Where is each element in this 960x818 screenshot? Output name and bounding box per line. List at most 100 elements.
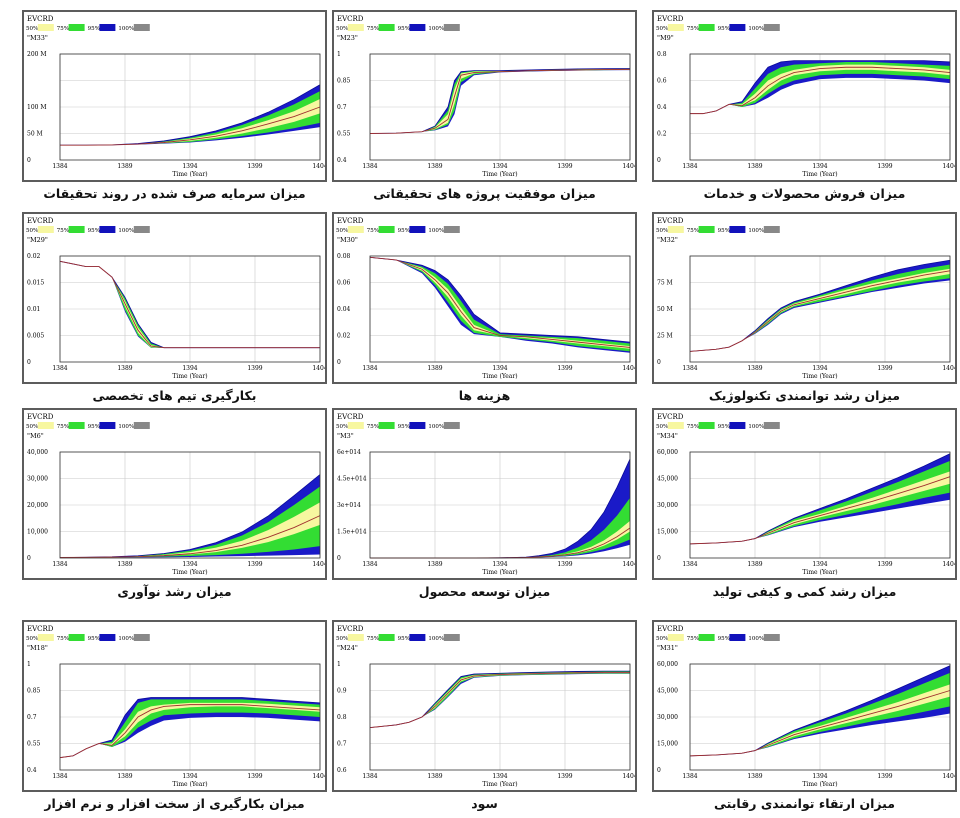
- x-axis-label: Time (Year): [802, 171, 837, 178]
- legend-label: 75%: [687, 26, 699, 32]
- y-tick-label: 0.02: [27, 253, 41, 260]
- band-50: [690, 268, 950, 352]
- y-tick-label: 0.7: [27, 714, 37, 721]
- x-tick-label: 1394: [182, 365, 197, 372]
- x-tick-label: 1394: [812, 773, 827, 780]
- legend-label: 100%: [428, 424, 444, 430]
- legend-header: EVCRD: [337, 625, 364, 633]
- legend-label: 75%: [367, 424, 379, 430]
- x-tick-label: 1394: [182, 163, 197, 170]
- legend-swatch: [729, 634, 746, 641]
- x-tick-label: 1399: [877, 163, 892, 170]
- x-tick-label: 1389: [117, 365, 132, 372]
- x-tick-label: 1399: [877, 365, 892, 372]
- chart-caption: میزان توسعه محصول: [418, 584, 551, 599]
- plot-area-border: [369, 663, 631, 771]
- y-tick-label: 0.2: [657, 131, 667, 138]
- y-tick-label: 0: [657, 157, 661, 164]
- y-tick-label: 0.6: [657, 78, 667, 85]
- legend-label: 95%: [718, 424, 730, 430]
- chart-svg: EVCRD 50% 75% 95% 100% "M9" 0 0.2 0.4 0.6 0.8 1384 1…: [656, 15, 955, 178]
- legend-label: 95%: [88, 228, 100, 234]
- y-tick-label: 75 M: [657, 280, 673, 287]
- x-tick-label: 1384: [52, 561, 67, 568]
- x-tick-label: 1394: [492, 561, 507, 568]
- chart-svg: EVCRD 50% 75% 95% 100% "M23" 0.4 0.55 0.7 0.85 1 13…: [336, 15, 635, 178]
- y-tick-label: 0.85: [27, 688, 41, 695]
- x-tick-label: 1404: [622, 773, 635, 780]
- y-tick-label: 0: [27, 359, 31, 366]
- x-tick-label: 1389: [427, 163, 442, 170]
- variable-label: "M24": [337, 644, 358, 652]
- chart-svg: EVCRD 50% 75% 95% 100% "M31" 0 15,000 30,000 45,0…: [656, 625, 955, 788]
- legend-label: 75%: [57, 228, 69, 234]
- y-tick-label: 0.7: [337, 741, 347, 748]
- x-axis-label: Time (Year): [172, 171, 207, 178]
- chart-panel: EVCRD 50% 75% 95% 100% "M32" 0 25 M 50 M 75 M 1384…: [652, 212, 957, 406]
- y-tick-label: 60,000: [657, 449, 678, 456]
- legend-label: 100%: [118, 424, 134, 430]
- mean-line: [60, 106, 321, 146]
- legend-swatch: [68, 634, 85, 641]
- legend-label: 95%: [718, 636, 730, 642]
- x-tick-label: 1384: [52, 163, 67, 170]
- legend-swatch: [763, 24, 780, 31]
- legend-header: EVCRD: [657, 217, 684, 225]
- legend-header: EVCRD: [27, 413, 54, 421]
- x-axis-label: Time (Year): [482, 569, 517, 576]
- y-tick-label: 50 M: [657, 306, 673, 313]
- x-axis-label: Time (Year): [172, 781, 207, 788]
- variable-label: "M32": [657, 236, 678, 244]
- legend-swatch: [133, 24, 150, 31]
- x-tick-label: 1399: [557, 773, 572, 780]
- x-tick-label: 1389: [747, 163, 762, 170]
- x-tick-label: 1394: [182, 561, 197, 568]
- legend-swatch: [378, 634, 395, 641]
- legend-swatch: [729, 422, 746, 429]
- legend-label: 50%: [26, 228, 38, 234]
- legend-swatch: [68, 226, 85, 233]
- chart-frame: EVCRD 50% 75% 95% 100% "M34" 0 15,000 30,000 45,0…: [652, 408, 957, 580]
- variable-label: "M23": [337, 34, 358, 42]
- y-tick-label: 60,000: [657, 661, 678, 668]
- mean-line: [59, 704, 321, 759]
- x-tick-label: 1389: [427, 561, 442, 568]
- x-tick-label: 1394: [492, 163, 507, 170]
- y-tick-label: 100 M: [27, 104, 47, 111]
- legend-header: EVCRD: [657, 413, 684, 421]
- legend-label: 75%: [57, 636, 69, 642]
- legend-label: 50%: [656, 424, 668, 430]
- chart-frame: EVCRD 50% 75% 95% 100% "M29" 0 0.005 0.01 0.015 0.…: [22, 212, 327, 384]
- chart-panel: EVCRD 50% 75% 95% 100% "M33" 0 50 M 100 M 200 M 13…: [22, 10, 327, 204]
- legend-swatch: [409, 422, 426, 429]
- legend-swatch: [347, 24, 364, 31]
- y-tick-label: 15,000: [657, 529, 678, 536]
- chart-frame: EVCRD 50% 75% 95% 100% "M23" 0.4 0.55 0.7 0.85 1 13…: [332, 10, 637, 182]
- legend-label: 95%: [398, 424, 410, 430]
- x-tick-label: 1399: [247, 365, 262, 372]
- chart-panel: EVCRD 50% 75% 95% 100% "M30" 0 0.02 0.04 0.06 0.08…: [332, 212, 637, 406]
- chart-panel: EVCRD 50% 75% 95% 100% "M18" 0.4 0.55 0.7 0.85 1 13…: [22, 620, 327, 814]
- y-tick-label: 0.4: [337, 157, 347, 164]
- chart-frame: EVCRD 50% 75% 95% 100% "M30" 0 0.02 0.04 0.06 0.08…: [332, 212, 637, 384]
- y-tick-label: 0.4: [27, 767, 37, 774]
- legend-swatch: [698, 634, 715, 641]
- y-tick-label: 0.08: [337, 253, 351, 260]
- chart-caption: میزان فروش محصولات و خدمات: [703, 186, 906, 201]
- x-tick-label: 1389: [117, 561, 132, 568]
- legend-header: EVCRD: [337, 217, 364, 225]
- y-tick-label: 1: [337, 661, 341, 668]
- x-tick-label: 1394: [812, 163, 827, 170]
- x-tick-label: 1404: [942, 773, 955, 780]
- y-tick-label: 45,000: [657, 476, 678, 483]
- x-axis-label: Time (Year): [172, 373, 207, 380]
- chart-frame: EVCRD 50% 75% 95% 100% "M31" 0 15,000 30,000 45,0…: [652, 620, 957, 792]
- y-tick-label: 0.015: [27, 280, 44, 287]
- y-tick-label: 0: [27, 157, 31, 164]
- legend-label: 95%: [88, 636, 100, 642]
- chart-svg: EVCRD 50% 75% 95% 100% "M6" 0 10,000 20,000 30,00…: [26, 413, 325, 576]
- legend-label: 100%: [118, 26, 134, 32]
- legend-swatch: [729, 226, 746, 233]
- variable-label: "M9": [657, 34, 674, 42]
- plot-area-border: [369, 53, 631, 161]
